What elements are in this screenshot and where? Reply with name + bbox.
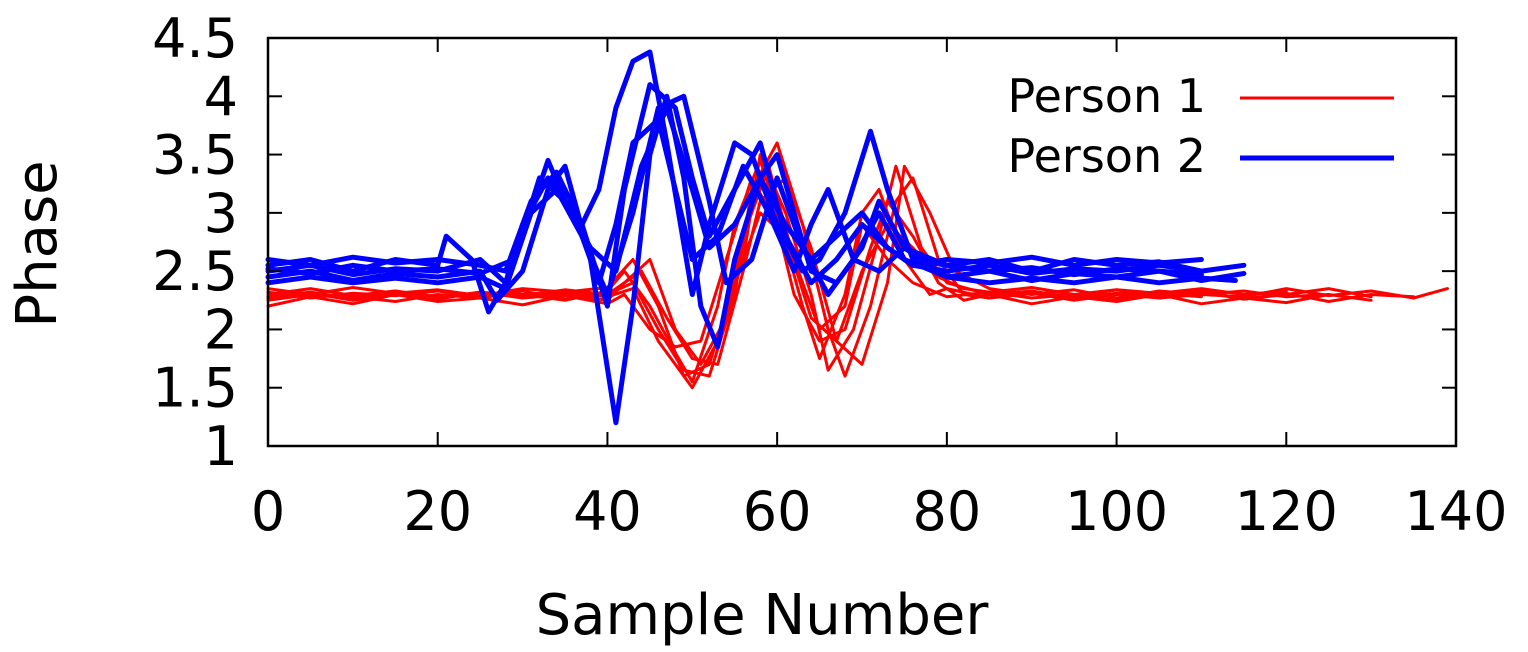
y-tick-label: 2 [204,298,238,361]
tick-labels: 0 20 40 60 80 100 120 140 11.522.533.544.5 [152,7,1507,543]
legend: Person 1 Person 2 [1008,69,1394,183]
y-tick-label: 4.5 [152,7,238,70]
plot-frame [266,36,1458,448]
x-tick-label: 120 [1235,480,1338,543]
x-tick-label: 60 [743,480,812,543]
x-tick-label: 80 [912,480,981,543]
y-tick-label: 1.5 [152,357,238,420]
y-tick-label: 3.5 [152,124,238,187]
x-tick-label: 40 [573,480,642,543]
x-axis-label: Sample Number [536,583,990,648]
series-line-1-trace-4 [266,164,1449,366]
series-line-1-trace-5 [266,176,1373,349]
series-line-2-trace-2 [265,93,1247,426]
series-line-2-trace-3 [265,117,1204,286]
series-line-2-trace-6 [265,105,1204,276]
x-tick-label: 140 [1404,480,1507,543]
y-tick-label: 2.5 [152,240,238,303]
x-tick-label: 20 [403,480,472,543]
plot-traces [265,49,1449,426]
axis-ticks [268,38,1456,446]
y-tick-label: 4 [204,65,238,128]
legend-label-person-2: Person 2 [1008,129,1206,183]
series-line-2-trace-5 [265,93,1238,297]
x-tick-label: 100 [1065,480,1168,543]
y-tick-label: 1 [204,415,238,478]
y-tick-label: 3 [204,182,238,245]
y-axis-label: Phase [5,160,70,327]
x-tick-label: 0 [251,480,285,543]
legend-label-person-1: Person 1 [1008,69,1206,123]
